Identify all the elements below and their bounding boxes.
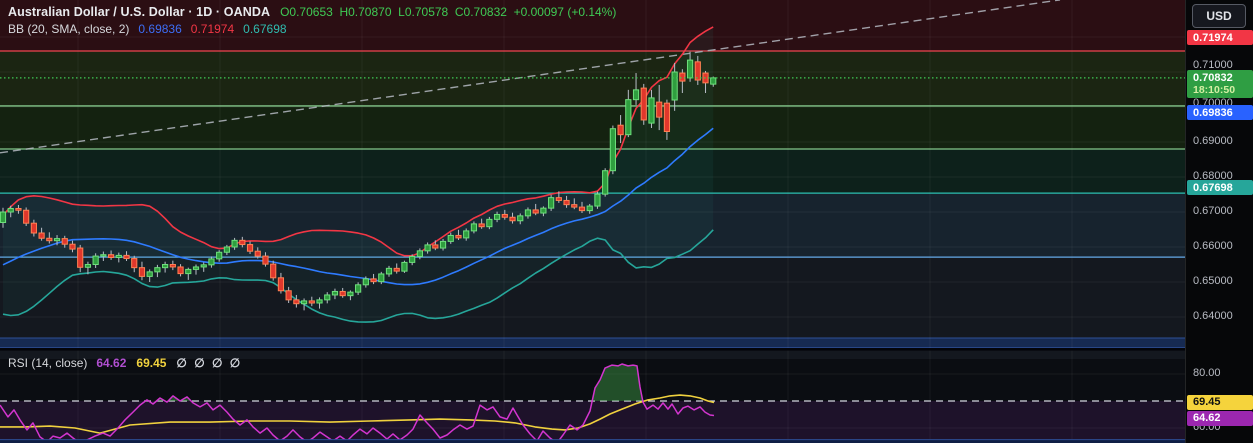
- currency-toggle-button[interactable]: USD: [1192, 4, 1246, 28]
- symbol-title: Australian Dollar / U.S. Dollar · 1D · O…: [8, 5, 271, 19]
- bb-lower-value: 0.67698: [243, 22, 287, 36]
- rsi-value: 64.62: [96, 356, 127, 370]
- rsi-value-badge: 64.62: [1187, 410, 1253, 426]
- bb-upper-value: 0.71974: [190, 22, 235, 36]
- symbol-legend-row[interactable]: Australian Dollar / U.S. Dollar · 1D · O…: [8, 5, 616, 19]
- rsi-ma-value: 69.45: [136, 356, 167, 370]
- bb-basis-badge: 0.69836: [1187, 105, 1253, 121]
- rsi-legend: RSI (14, close) 64.62 69.45 ∅ ∅ ∅ ∅: [8, 356, 242, 373]
- bb-indicator-label: BB (20, SMA, close, 2): [8, 22, 130, 36]
- last-price-badge: 0.70832 18:10:50: [1187, 70, 1253, 98]
- axis-label: 0.65000: [1193, 275, 1233, 287]
- bb-legend-row[interactable]: BB (20, SMA, close, 2) 0.69836 0.71974 0.67…: [8, 22, 616, 36]
- axis-label: 0.67000: [1193, 205, 1233, 217]
- bb-lower-badge: 0.67698: [1187, 180, 1253, 196]
- axis-label: 0.64000: [1193, 310, 1233, 322]
- ohlc-values: O0.70653 H0.70870 L0.70578 C0.70832 +0.0…: [280, 5, 617, 19]
- axis-label: 0.66000: [1193, 240, 1233, 252]
- rsi-indicator-label: RSI (14, close): [8, 356, 88, 370]
- rsi-legend-row[interactable]: RSI (14, close) 64.62 69.45 ∅ ∅ ∅ ∅: [8, 356, 242, 370]
- price-axis[interactable]: USD 0.71000 0.70000 0.69000 0.68000 0.67000 0…: [1185, 0, 1253, 443]
- bb-basis-value: 0.69836: [138, 22, 182, 36]
- rsi-ma-badge: 69.45: [1187, 394, 1253, 410]
- axis-label: 80.00: [1193, 367, 1221, 379]
- axis-label: 0.68000: [1193, 170, 1233, 182]
- axis-label: 0.69000: [1193, 135, 1233, 147]
- rsi-empty-values: ∅ ∅ ∅ ∅: [176, 356, 243, 370]
- bar-countdown: 18:10:50: [1193, 84, 1236, 96]
- main-legend: Australian Dollar / U.S. Dollar · 1D · O…: [8, 5, 616, 39]
- bb-upper-badge: 0.71974: [1187, 30, 1253, 46]
- axis-label: 0.71000: [1193, 59, 1233, 71]
